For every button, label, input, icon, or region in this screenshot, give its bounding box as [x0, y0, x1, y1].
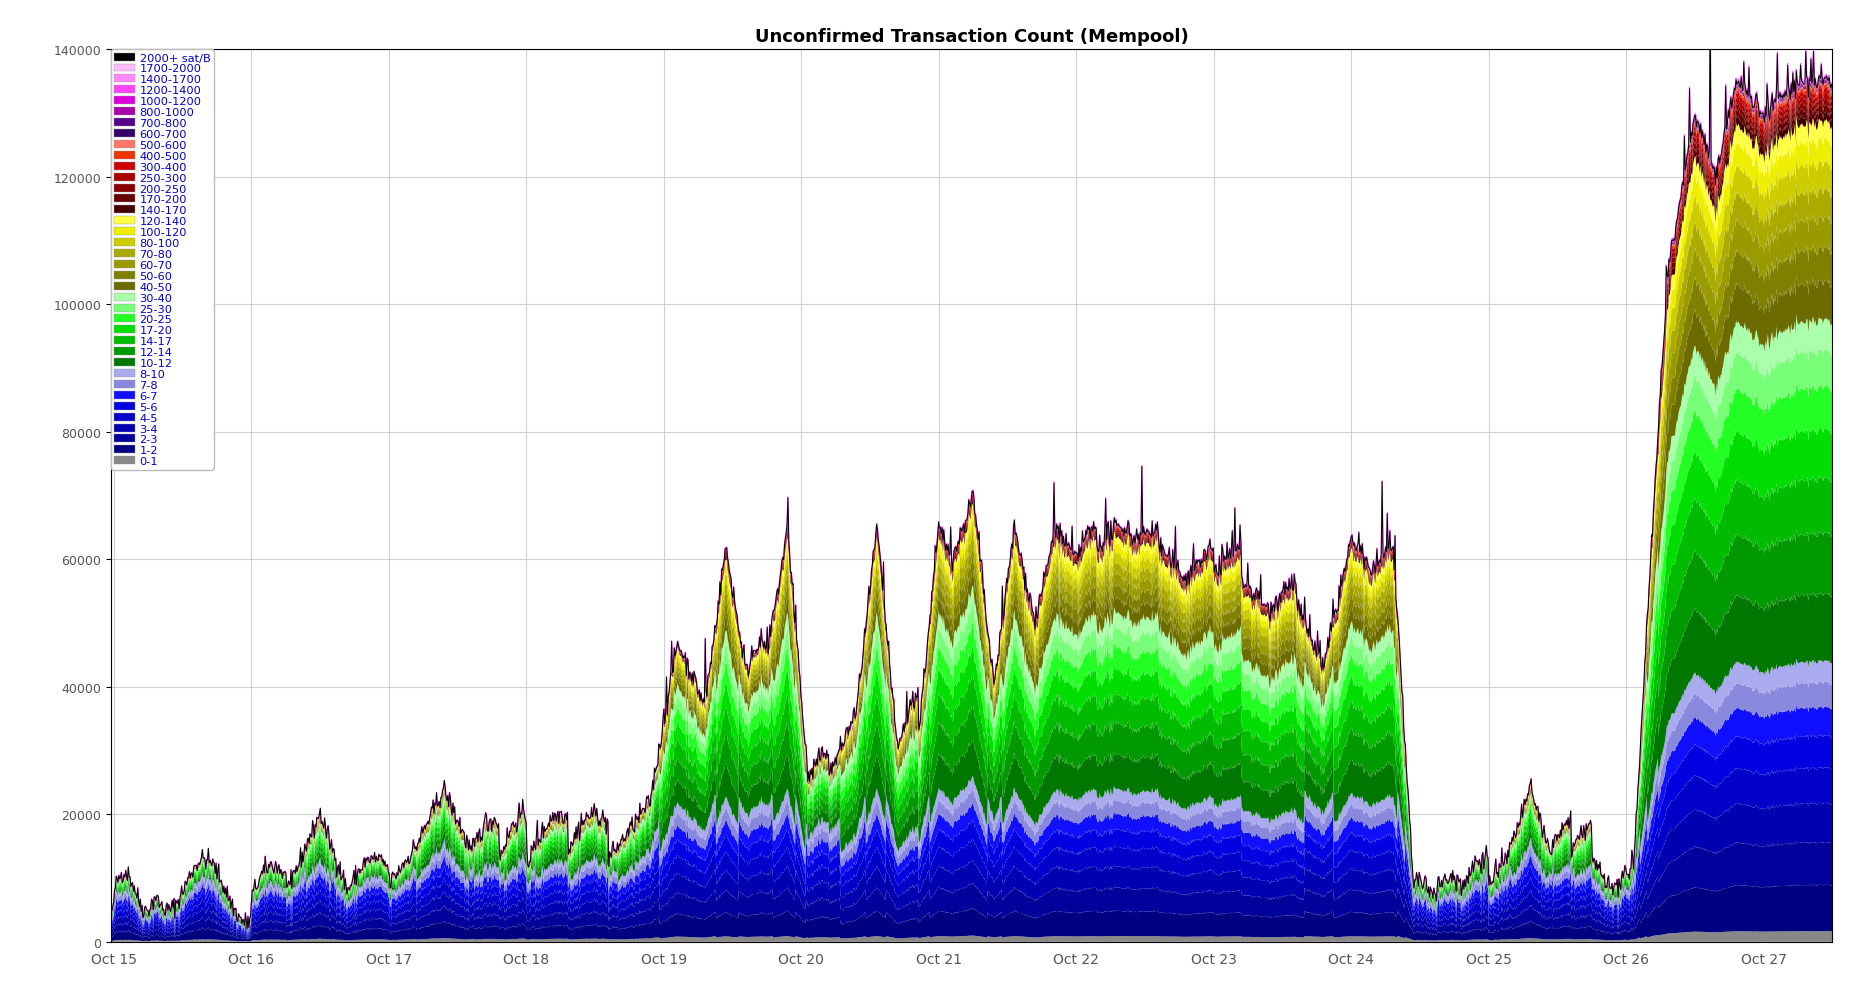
Title: Unconfirmed Transaction Count (Mempool): Unconfirmed Transaction Count (Mempool) [755, 28, 1188, 46]
Legend: 2000+ sat/B, 1700-2000, 1400-1700, 1200-1400, 1000-1200, 800-1000, 700-800, 600-: 2000+ sat/B, 1700-2000, 1400-1700, 1200-… [111, 50, 213, 470]
